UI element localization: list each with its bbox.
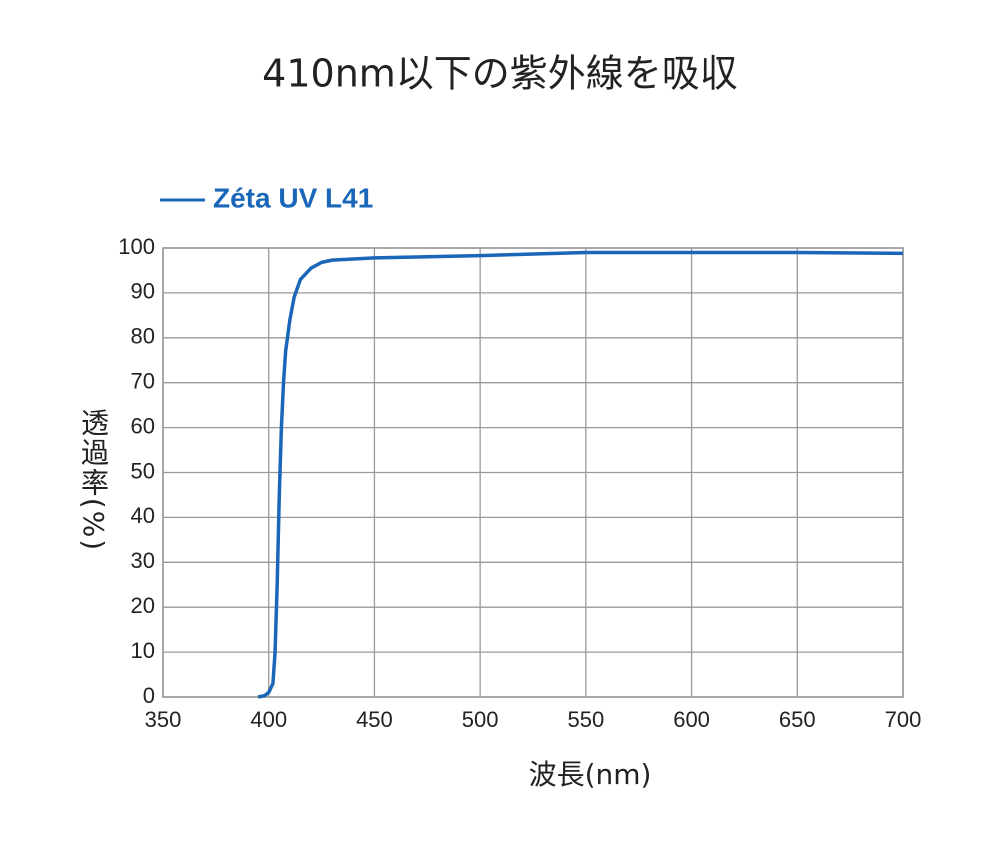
y-tick-label: 70 — [131, 369, 155, 394]
y-tick-label: 10 — [131, 638, 155, 663]
y-tick-label: 0 — [143, 683, 155, 708]
x-tick-label: 500 — [462, 707, 499, 732]
y-tick-label: 50 — [131, 458, 155, 483]
x-axis-label: 波長(nm) — [529, 758, 652, 791]
y-tick-label: 30 — [131, 548, 155, 573]
x-tick-label: 600 — [673, 707, 710, 732]
y-tick-label: 20 — [131, 593, 155, 618]
x-tick-label: 650 — [779, 707, 816, 732]
y-tick-label: 80 — [131, 324, 155, 349]
y-tick-label: 40 — [131, 503, 155, 528]
chart-title: 410nm以下の紫外線を吸収 — [262, 52, 738, 96]
y-tick-label: 90 — [131, 279, 155, 304]
x-tick-label: 350 — [145, 707, 182, 732]
x-tick-label: 550 — [567, 707, 604, 732]
x-tick-label: 450 — [356, 707, 393, 732]
legend-label: Zéta UV L41 — [213, 182, 373, 213]
data-line — [257, 250, 904, 699]
y-tick-label: 100 — [118, 234, 155, 259]
y-tick-label: 60 — [131, 413, 155, 438]
x-tick-label: 400 — [250, 707, 287, 732]
y-axis-label: 透過率(%) — [77, 408, 110, 552]
x-tick-label: 700 — [885, 707, 922, 732]
